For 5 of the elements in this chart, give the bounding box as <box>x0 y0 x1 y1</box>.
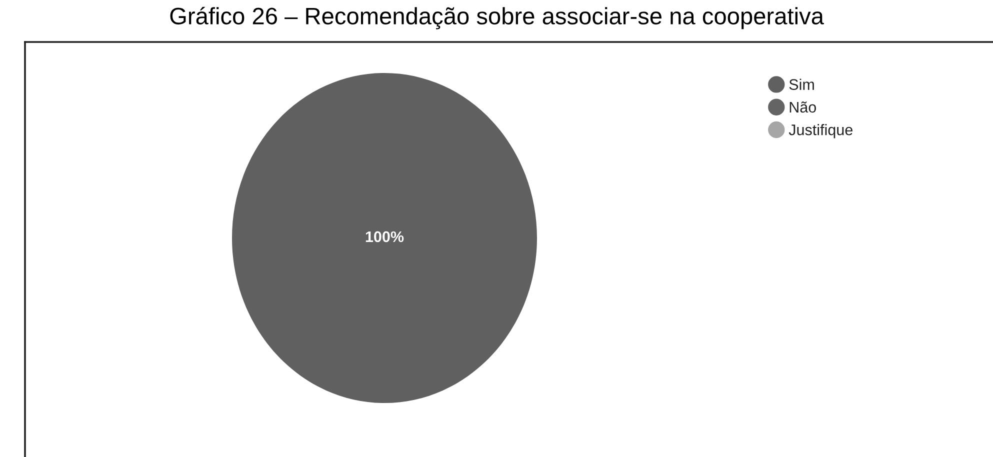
legend-label: Não <box>790 102 816 113</box>
chart-title: Gráfico 26 – Recomendação sobre associar-se na cooperativa <box>170 6 824 30</box>
data-label: 100% <box>366 231 404 242</box>
legend-label: Sim <box>789 78 814 90</box>
legend-label: Justifique <box>788 124 852 138</box>
